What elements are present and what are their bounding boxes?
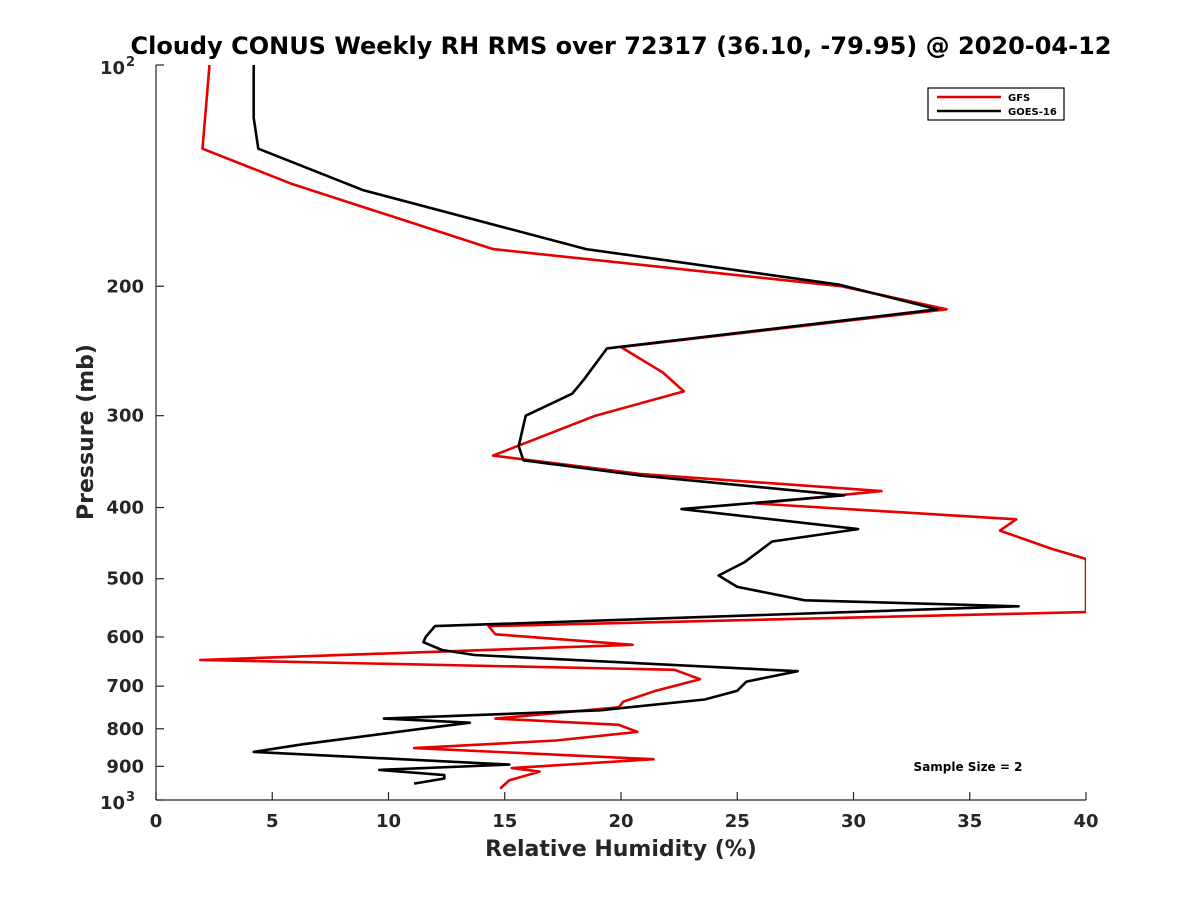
y-tick-label-8: 900	[106, 756, 144, 777]
x-tick-label-4: 20	[608, 811, 633, 832]
y-tick-exponent-9: 3	[126, 790, 135, 805]
legend-label-goes-16: GOES-16	[1008, 107, 1057, 118]
legend-box	[927, 87, 1065, 121]
y-tick-label-6: 700	[106, 676, 144, 697]
y-axis-label: Pressure (mb)	[74, 344, 99, 520]
series-line-gfs	[198, 64, 1086, 790]
y-tick-label-4: 500	[106, 569, 144, 590]
chart-title: Cloudy CONUS Weekly RH RMS over 72317 (3…	[131, 32, 1112, 60]
x-tick-label-0: 0	[150, 811, 163, 832]
y-tick-label-7: 800	[106, 719, 144, 740]
y-tick-label-1: 200	[106, 276, 144, 297]
axes-group	[155, 65, 1086, 801]
x-axis-label: Relative Humidity (%)	[485, 837, 757, 862]
plot-area: 0 5 10 15 20 25 30 35 40 10 220030040050060070080…	[100, 55, 1099, 832]
x-tick-label-1: 5	[266, 811, 279, 832]
y-tick-label-3: 400	[106, 498, 144, 519]
x-tick-label-8: 40	[1073, 811, 1098, 832]
y-tick-label-2: 300	[106, 406, 144, 427]
y-tick-label-5: 600	[106, 627, 144, 648]
legend: GFS GOES-16	[927, 87, 1065, 121]
sample-size-annotation: Sample Size = 2	[914, 760, 1023, 774]
x-tick-label-6: 30	[841, 811, 866, 832]
x-tick-label-2: 10	[376, 811, 401, 832]
y-tick-label-9: 10	[100, 793, 125, 814]
x-tick-label-5: 25	[725, 811, 750, 832]
y-tick-label-0: 10	[100, 58, 125, 79]
legend-label-gfs: GFS	[1008, 93, 1030, 104]
series-line-goes-16	[252, 65, 1020, 785]
series-group	[198, 64, 1086, 790]
x-tick-label-7: 35	[957, 811, 982, 832]
x-tick-label-3: 15	[492, 811, 517, 832]
x-ticks: 0 5 10 15 20 25 30 35 40	[150, 792, 1099, 832]
y-tick-exponent-0: 2	[126, 55, 135, 70]
